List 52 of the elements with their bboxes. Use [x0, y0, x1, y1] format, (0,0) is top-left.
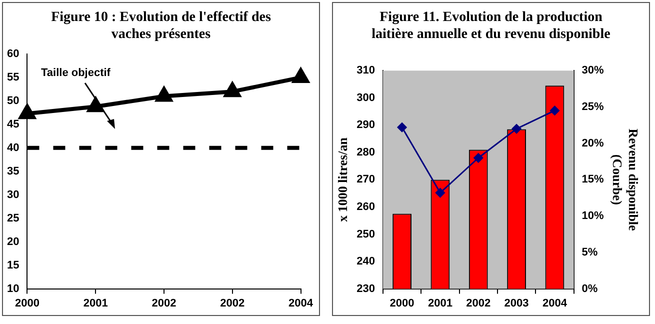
y-tick-label: 240	[356, 256, 375, 268]
x-tick-label: 2004	[288, 297, 314, 310]
point	[397, 122, 407, 132]
x-tick-label: 2001	[83, 297, 108, 310]
y-tick-label: 20	[6, 236, 20, 248]
y-tick-label: 10	[6, 282, 20, 295]
y-tick-label: 60	[6, 48, 20, 60]
x-tick-label: 2002	[152, 297, 176, 310]
chart-title: Figure 10 : Evolution de l'effectif des vaches présentes	[50, 9, 272, 43]
point	[474, 153, 484, 163]
y-tick-label: 15	[6, 259, 20, 272]
point	[88, 98, 104, 112]
y-tick-label: 25	[6, 212, 20, 224]
y2-tick-label: 30%	[582, 64, 604, 77]
x-tick-label: 2002	[466, 297, 491, 310]
point	[512, 124, 522, 134]
y-tick-label: 290	[356, 119, 375, 132]
x-tick-label: 2004	[542, 297, 568, 310]
chart-title: Figure 11. Evolution de la production laitière annuelle et du revenu disponible	[371, 9, 611, 43]
x-tick-label: 2000	[14, 297, 40, 310]
point	[19, 104, 36, 120]
y-tick-label: 270	[356, 174, 375, 186]
x-tick-label: 2003	[504, 297, 529, 310]
y-axis-title: x 1000 litres/an	[335, 136, 350, 222]
point	[224, 82, 240, 98]
y-tick-label: 30	[6, 188, 20, 201]
y-tick-label: 45	[6, 118, 20, 130]
y-tick-label: 310	[356, 64, 375, 77]
y-tick-label: 50	[6, 94, 20, 107]
y-tick-label: 55	[6, 72, 20, 84]
x-tick-label: 2000	[390, 297, 414, 310]
annotation: Taille objectif	[41, 67, 110, 79]
point	[435, 188, 445, 198]
y2-tick-label: 0%	[582, 282, 598, 295]
y-tick-label: 300	[356, 92, 375, 104]
y2-tick-label: 15%	[582, 174, 604, 186]
y2-axis-title: Revenu disponible (Courbe)	[610, 128, 641, 232]
y-tick-label: 250	[356, 228, 375, 240]
y2-tick-label: 20%	[582, 137, 604, 150]
x-tick-label: 2002	[220, 297, 245, 310]
y2-tick-label: 5%	[582, 246, 598, 258]
y-tick-label: 230	[356, 282, 375, 295]
y2-tick-label: 25%	[582, 101, 604, 113]
y-tick-label: 35	[6, 165, 20, 178]
y2-tick-label: 10%	[582, 210, 604, 222]
y-tick-label: 260	[356, 201, 375, 214]
point	[156, 87, 172, 102]
point	[550, 106, 560, 116]
x-tick-label: 2001	[428, 297, 452, 310]
y-tick-label: 280	[356, 146, 375, 158]
point	[292, 68, 309, 83]
y-tick-label: 40	[6, 142, 20, 154]
